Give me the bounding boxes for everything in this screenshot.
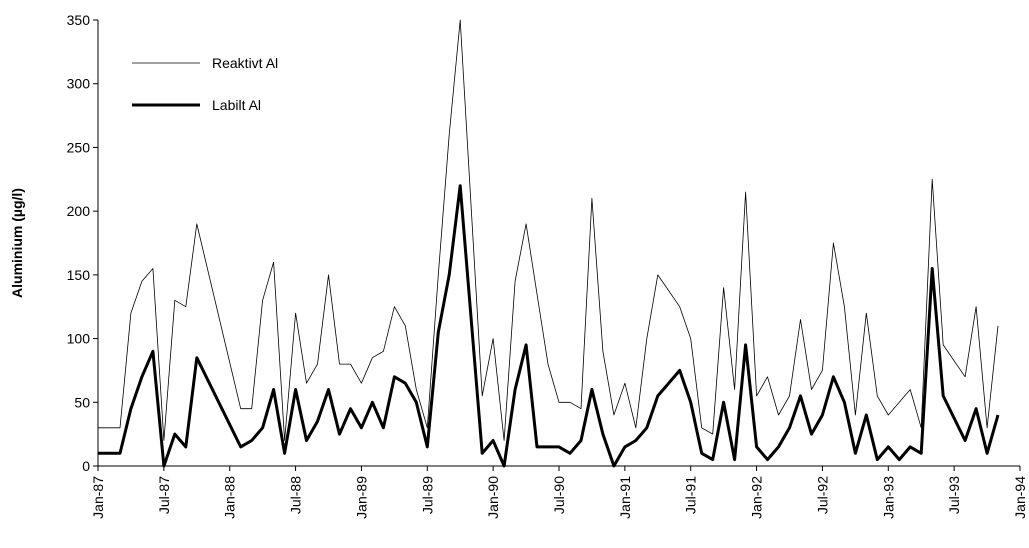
x-tick-label: Jan-89 <box>353 476 369 519</box>
x-tick-label: Jan-93 <box>880 476 896 519</box>
y-tick-label: 100 <box>67 331 91 347</box>
x-tick-label: Jul-88 <box>288 476 304 514</box>
x-tick-label: Jul-91 <box>683 476 699 514</box>
x-tick-label: Jan-91 <box>617 476 633 519</box>
x-tick-label: Jan-90 <box>485 476 501 519</box>
y-tick-label: 200 <box>67 203 91 219</box>
series-line <box>98 184 1000 468</box>
x-tick-label: Jan-87 <box>90 476 106 519</box>
x-tick-label: Jul-93 <box>946 476 962 514</box>
x-tick-label: Jan-92 <box>749 476 765 519</box>
y-axis-label: Aluminium (µg/l) <box>9 188 25 298</box>
x-tick-label: Jan-88 <box>222 476 238 519</box>
y-tick-label: 250 <box>67 139 91 155</box>
y-tick-label: 350 <box>67 12 91 28</box>
y-tick-label: 50 <box>74 394 90 410</box>
series-line <box>98 19 999 441</box>
legend-label: Labilt Al <box>212 97 261 113</box>
y-tick-label: 150 <box>67 267 91 283</box>
legend-label: Reaktivt Al <box>212 55 278 71</box>
x-tick-label: Jul-87 <box>156 476 172 514</box>
x-tick-label: Jul-92 <box>814 476 830 514</box>
y-tick-label: 0 <box>82 458 90 474</box>
x-tick-label: Jul-90 <box>551 476 567 514</box>
x-tick-label: Jan-94 <box>1012 476 1028 519</box>
y-tick-label: 300 <box>67 76 91 92</box>
x-tick-label: Jul-89 <box>419 476 435 514</box>
